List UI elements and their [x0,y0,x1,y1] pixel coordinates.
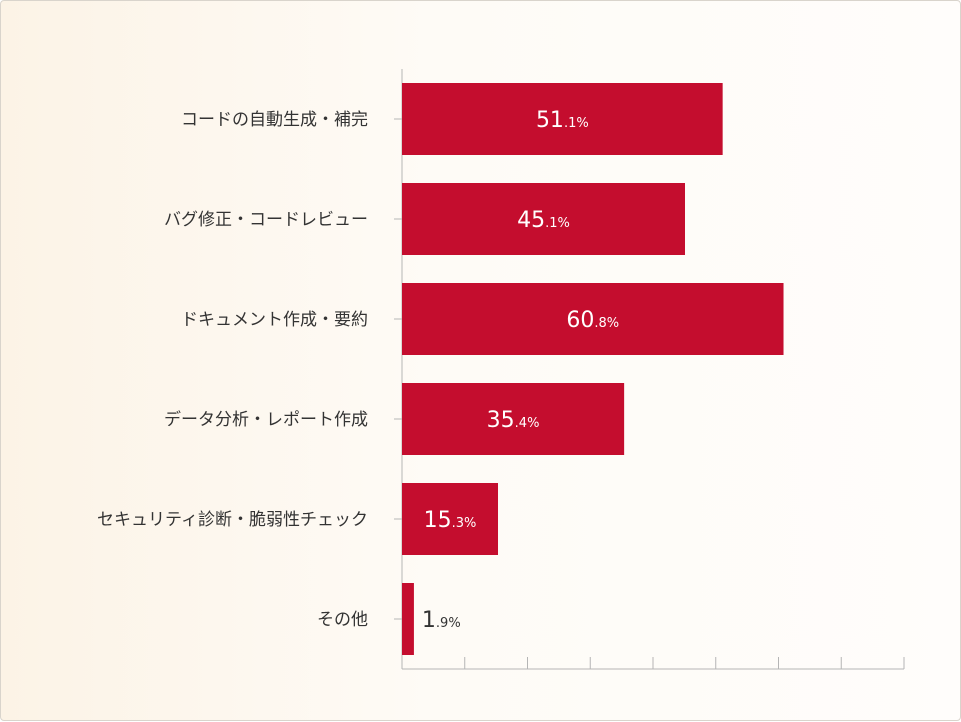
category-label: コードの自動生成・補完 [181,110,368,130]
bar [402,383,625,455]
bar [402,83,723,155]
value-label: 35.4% [487,408,540,433]
value-label: 51.1% [536,108,589,133]
category-label: セキュリティ診断・脆弱性チェック [97,510,368,530]
value-label: 15.3% [424,508,477,533]
bar [402,183,686,255]
category-label: ドキュメント作成・要約 [181,310,368,330]
bar [402,583,414,655]
value-label: 1.9% [422,608,461,633]
value-label: 60.8% [566,308,619,333]
category-label: その他 [317,610,368,630]
value-label: 45.1% [517,208,570,233]
category-label: データ分析・レポート作成 [164,409,368,430]
bar [402,483,499,555]
category-label: バグ修正・コードレビュー [164,210,368,230]
bar [402,283,784,355]
